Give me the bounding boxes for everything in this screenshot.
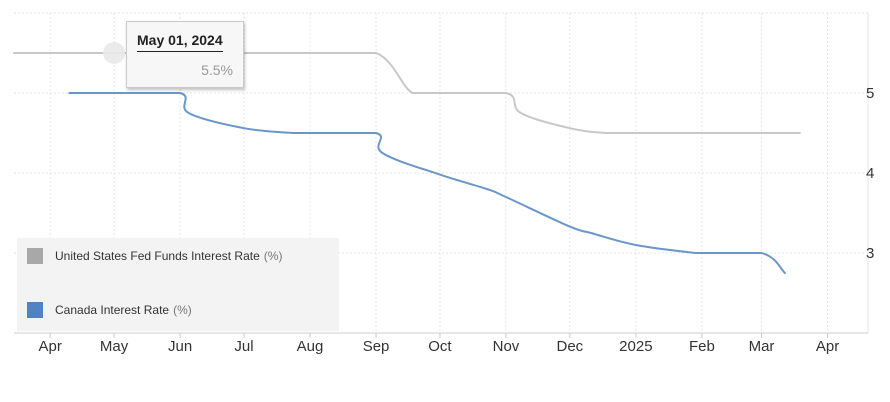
hover-tooltip: May 01, 2024 5.5%: [126, 21, 244, 88]
hover-marker: [103, 42, 126, 64]
tooltip-date: May 01, 2024: [137, 32, 223, 52]
legend: United States Fed Funds Interest Rate (%…: [17, 238, 339, 331]
x-tick-label: Jun: [168, 338, 192, 355]
y-tick-label: 5: [866, 85, 874, 102]
legend-swatch-us: [27, 248, 43, 264]
x-tick-label: Aug: [297, 338, 324, 355]
y-tick-label: 3: [866, 245, 874, 262]
y-tick-label: 4: [866, 165, 874, 182]
x-tick-label: 2025: [619, 338, 652, 355]
legend-item-us[interactable]: United States Fed Funds Interest Rate (%…: [27, 248, 282, 264]
legend-swatch-canada: [27, 302, 43, 318]
x-tick-label: Jul: [234, 338, 253, 355]
x-tick-label: Oct: [428, 338, 452, 355]
tooltip-value: 5.5%: [201, 62, 233, 78]
series-line-canada: [68, 92, 786, 274]
x-tick-label: Dec: [557, 338, 584, 355]
legend-label-us: United States Fed Funds Interest Rate: [55, 249, 260, 263]
legend-item-canada[interactable]: Canada Interest Rate (%): [27, 302, 192, 318]
x-tick-label: Mar: [749, 338, 775, 355]
legend-label-canada: Canada Interest Rate: [55, 303, 170, 317]
legend-unit-canada: (%): [173, 303, 192, 317]
x-tick-label: Sep: [363, 338, 390, 355]
x-tick-label: Feb: [689, 338, 715, 355]
x-tick-label: Nov: [493, 338, 520, 355]
x-tick-label: Apr: [816, 338, 839, 355]
legend-unit-us: (%): [263, 249, 283, 263]
x-tick-label: May: [100, 338, 129, 355]
x-tick-label: Apr: [39, 338, 62, 355]
